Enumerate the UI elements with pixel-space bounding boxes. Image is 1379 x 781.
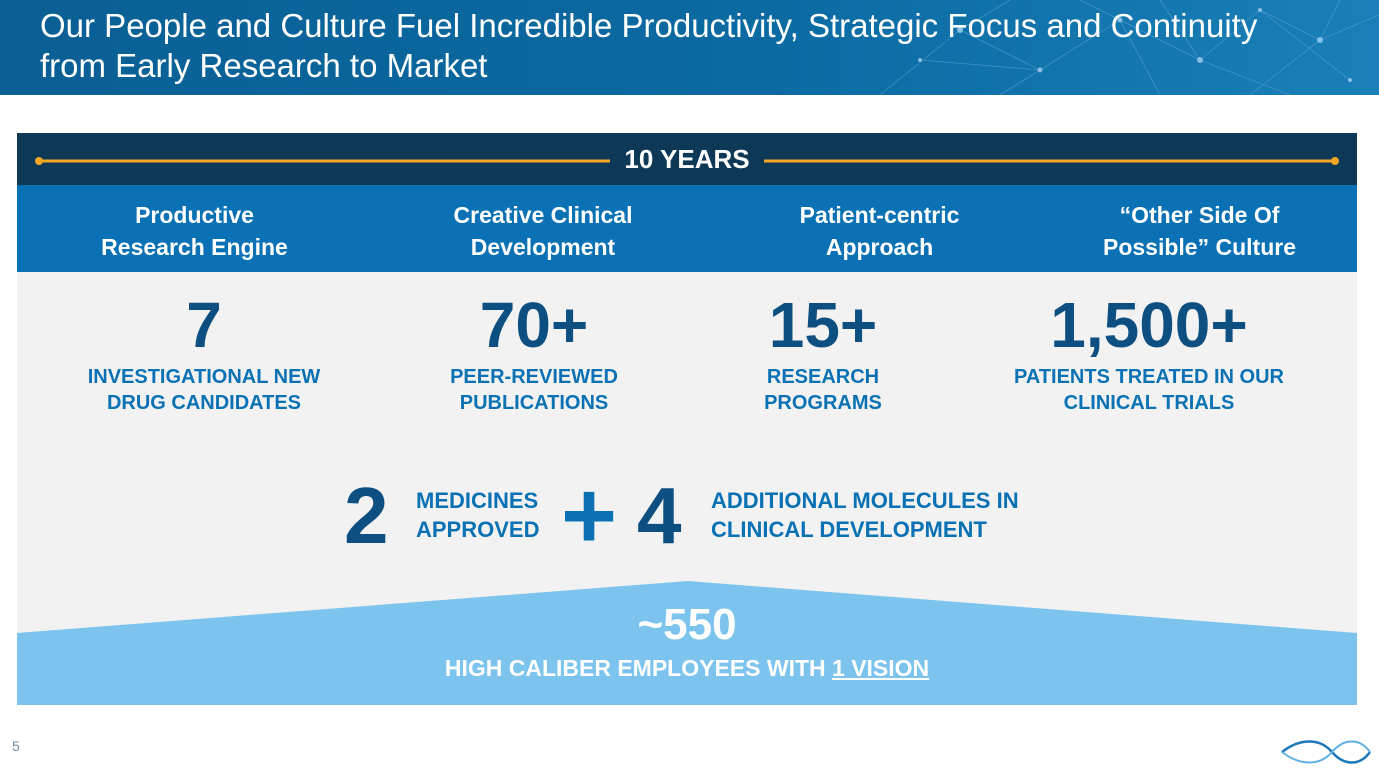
stat-label: RESEARCH PROGRAMS — [764, 366, 882, 414]
stat-value: 1,500+ — [1050, 289, 1248, 361]
approved-label: MEDICINES APPROVED — [416, 488, 540, 542]
stat-label: PATIENTS TREATED IN OUR CLINICAL TRIALS — [1014, 366, 1284, 414]
clinical-count: 4 — [637, 471, 682, 560]
vision-link[interactable]: 1 VISION — [832, 655, 930, 681]
company-logo-icon — [1281, 740, 1372, 764]
slide-header: Our People and Culture Fuel Incredible P… — [0, 0, 1379, 95]
employees-banner — [17, 581, 1357, 705]
stat-value: 70+ — [479, 289, 589, 361]
pillar-clinical-development: Creative Clinical Development — [453, 202, 633, 260]
pillar-research-engine: Productive Research Engine — [101, 202, 288, 260]
employee-label: HIGH CALIBER EMPLOYEES WITH 1 VISION — [444, 655, 930, 681]
network-background-graphic — [879, 0, 1379, 95]
clinical-label: ADDITIONAL MOLECULES IN CLINICAL DEVELOP… — [711, 488, 1019, 542]
page-title: Our People and Culture Fuel Incredible P… — [40, 7, 1258, 84]
page-number: 5 — [12, 738, 20, 754]
pillar-culture: “Other Side Of Possible” Culture — [1103, 202, 1296, 260]
plus-icon: + — [560, 462, 618, 569]
stat-value: 7 — [186, 289, 222, 361]
timeline-bar: 10 YEARS — [17, 133, 1357, 185]
summary-panel: 10 YEARS Productive Research Engine Crea… — [17, 133, 1357, 705]
stat-value: 15+ — [768, 289, 878, 361]
pillars-row: Productive Research Engine Creative Clin… — [17, 185, 1357, 272]
timeline-label: 10 YEARS — [17, 144, 1357, 174]
approved-count: 2 — [344, 471, 389, 560]
stat-label: PEER-REVIEWED PUBLICATIONS — [450, 366, 618, 414]
pillar-patient-centric: Patient-centric Approach — [799, 202, 960, 260]
employee-count: ~550 — [637, 600, 737, 649]
stat-label: INVESTIGATIONAL NEW DRUG CANDIDATES — [87, 366, 321, 414]
